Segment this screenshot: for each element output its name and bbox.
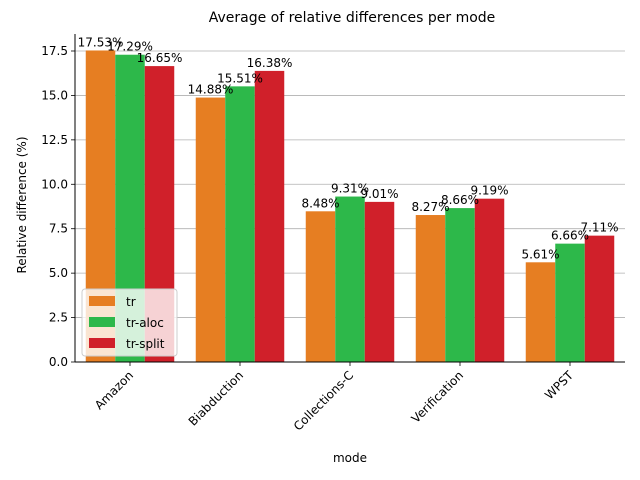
- x-tick-labels: Amazon Biabduction Collections-C Verificati…: [92, 362, 577, 434]
- bar-tr-split-collections-c: [364, 201, 395, 362]
- chart-title: Average of relative differences per mode: [209, 10, 496, 26]
- y-tick-label: 10.0: [41, 177, 68, 191]
- data-label: 9.19%: [470, 184, 508, 198]
- x-tick-label: Amazon: [92, 368, 136, 412]
- x-tick-label: Verification: [409, 368, 467, 426]
- y-tick-label: 17.5: [41, 44, 68, 58]
- data-label: 16.38%: [247, 56, 293, 70]
- bar-tr-biabduction: [195, 97, 226, 362]
- bar-tr-split-verification: [474, 198, 505, 362]
- data-label: 6.66%: [551, 229, 589, 243]
- legend-swatch-tr-aloc: [89, 317, 115, 327]
- data-labels: 17.53%17.29%16.65% 14.88%15.51%16.38% 8.48…: [78, 35, 619, 261]
- y-tick-label: 12.5: [41, 133, 68, 147]
- data-label: 17.53%: [78, 35, 124, 49]
- x-tick-label: WPST: [542, 368, 576, 402]
- data-label: 9.31%: [331, 182, 369, 196]
- legend-swatch-tr-split: [89, 338, 115, 348]
- bar-tr-aloc-biabduction: [225, 86, 255, 363]
- data-label: 8.27%: [411, 200, 449, 214]
- legend-label-tr-split: tr-split: [126, 337, 165, 351]
- legend-label-tr-aloc: tr-aloc: [126, 316, 164, 330]
- x-tick-label: Collections-C: [291, 368, 356, 433]
- legend-swatch-tr: [89, 296, 115, 306]
- bar-tr-split-biabduction: [254, 70, 285, 362]
- bar-tr-aloc-verification: [445, 208, 475, 362]
- bar-tr-split-wpst: [584, 235, 615, 362]
- data-label: 8.66%: [441, 193, 479, 207]
- bar-tr-aloc-wpst: [555, 243, 585, 362]
- bar-tr-verification: [415, 215, 446, 362]
- y-tick-labels: 0.0 2.5 5.0 7.5 10.0 12.5 15.0 17.5: [41, 44, 75, 369]
- y-tick-label: 2.5: [49, 311, 68, 325]
- data-label: 8.48%: [301, 196, 339, 210]
- bar-tr-aloc-collections-c: [335, 196, 365, 362]
- data-label: 9.01%: [360, 187, 398, 201]
- legend-label-tr: tr: [126, 295, 136, 309]
- data-label: 7.11%: [580, 221, 618, 235]
- data-label: 16.65%: [137, 51, 183, 65]
- y-tick-label: 15.0: [41, 88, 68, 102]
- data-label: 5.61%: [521, 247, 559, 261]
- y-tick-label: 7.5: [49, 222, 68, 236]
- x-axis-label: mode: [333, 451, 367, 465]
- data-label: 15.51%: [217, 71, 263, 85]
- legend: tr tr-aloc tr-split: [81, 288, 178, 357]
- y-tick-label: 5.0: [49, 266, 68, 280]
- bar-tr-wpst: [525, 262, 556, 362]
- data-label: 17.29%: [107, 40, 153, 54]
- y-axis-label: Relative difference (%): [15, 136, 29, 273]
- y-tick-label: 0.0: [49, 355, 68, 369]
- bar-tr-collections-c: [305, 211, 336, 362]
- x-tick-label: Biabduction: [186, 368, 246, 428]
- data-label: 14.88%: [188, 83, 234, 97]
